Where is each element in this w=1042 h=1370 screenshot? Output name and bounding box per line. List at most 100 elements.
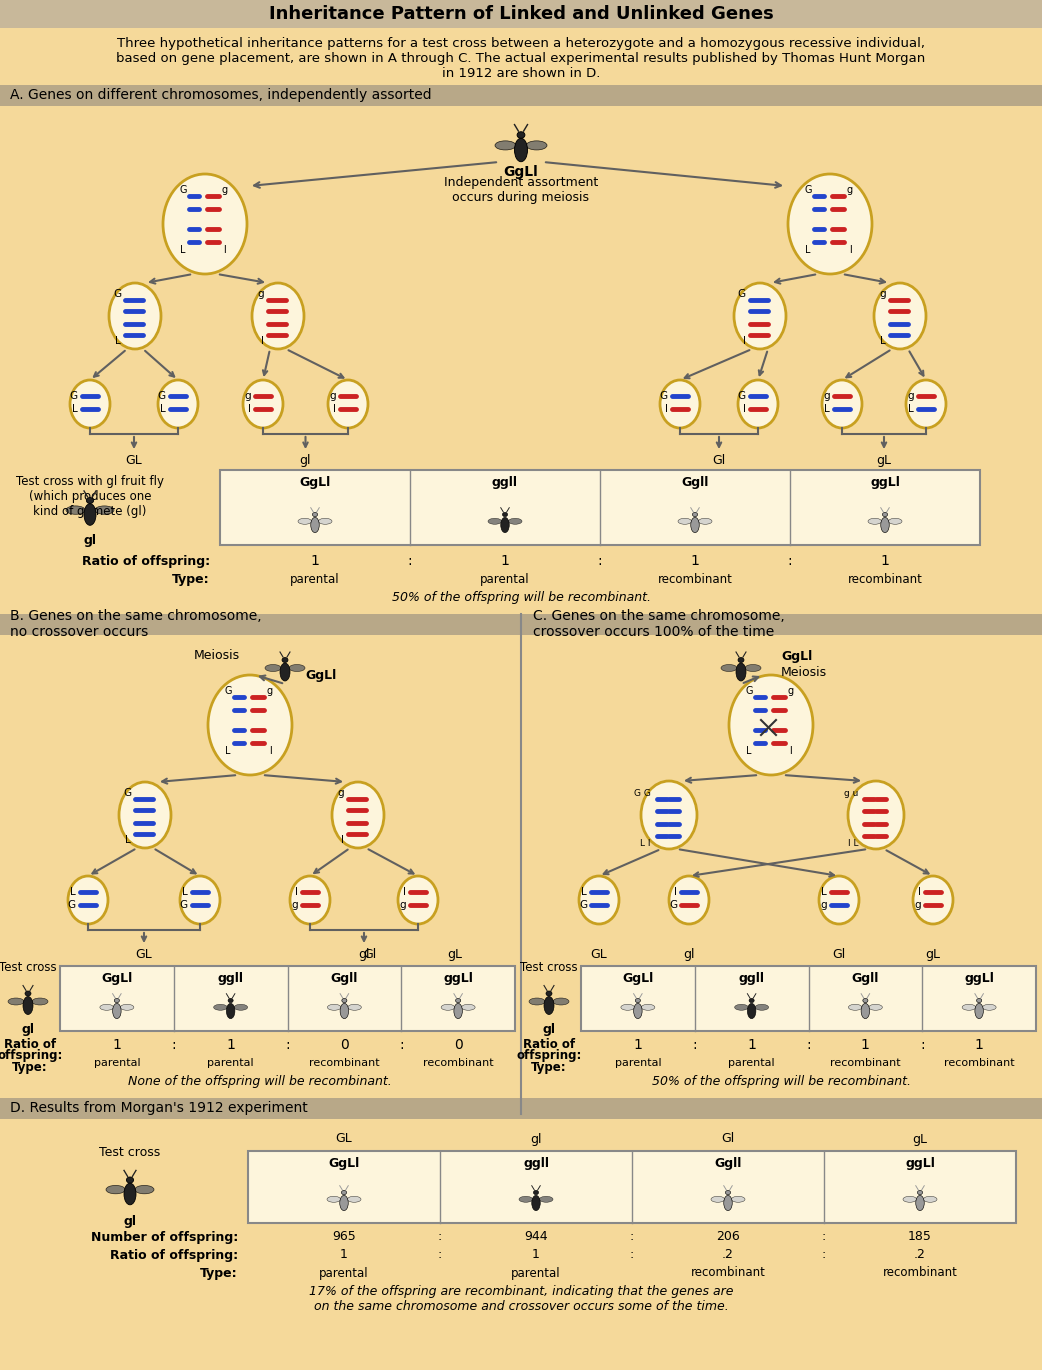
Text: 185: 185	[908, 1230, 932, 1244]
Text: :: :	[629, 1248, 635, 1262]
Text: g: g	[245, 390, 251, 401]
Text: Ggll: Ggll	[715, 1156, 742, 1170]
Text: 1: 1	[880, 553, 890, 569]
Text: 50% of the offspring will be recombinant.: 50% of the offspring will be recombinant…	[651, 1074, 911, 1088]
Text: 206: 206	[716, 1230, 740, 1244]
Text: Type:: Type:	[13, 1062, 48, 1074]
Ellipse shape	[113, 1003, 121, 1019]
Text: g: g	[879, 289, 886, 299]
Ellipse shape	[962, 1004, 975, 1010]
Ellipse shape	[234, 1004, 248, 1010]
Ellipse shape	[501, 518, 510, 533]
Ellipse shape	[163, 174, 247, 274]
Text: G: G	[579, 900, 587, 910]
Ellipse shape	[880, 518, 889, 533]
Text: GgLl: GgLl	[622, 971, 653, 985]
Text: GgLl: GgLl	[305, 669, 337, 681]
Text: :: :	[438, 1248, 442, 1262]
Ellipse shape	[983, 1004, 996, 1010]
Text: G: G	[158, 390, 166, 401]
Ellipse shape	[725, 1191, 730, 1195]
Ellipse shape	[905, 379, 946, 427]
Text: L: L	[116, 336, 121, 347]
Text: recombinant: recombinant	[658, 573, 733, 585]
Text: ggLl: ggLl	[443, 971, 473, 985]
Ellipse shape	[342, 1191, 347, 1195]
Text: Gl: Gl	[364, 948, 376, 960]
Text: L: L	[880, 336, 886, 347]
Text: D. Results from Morgan's 1912 experiment: D. Results from Morgan's 1912 experiment	[10, 1101, 307, 1115]
Ellipse shape	[252, 284, 304, 349]
Text: :: :	[920, 1038, 924, 1052]
Text: :: :	[822, 1248, 826, 1262]
Ellipse shape	[348, 1004, 362, 1010]
Text: l: l	[295, 886, 298, 897]
Text: gL: gL	[447, 948, 463, 960]
Ellipse shape	[134, 1185, 154, 1193]
Text: :: :	[438, 1230, 442, 1244]
Text: Ggll: Ggll	[681, 475, 709, 489]
Ellipse shape	[976, 999, 982, 1003]
Text: :: :	[407, 553, 413, 569]
Text: B. Genes on the same chromosome,
no crossover occurs: B. Genes on the same chromosome, no cros…	[10, 608, 262, 638]
Text: l: l	[248, 404, 251, 414]
Text: 1: 1	[226, 1038, 235, 1052]
Ellipse shape	[282, 658, 288, 663]
Ellipse shape	[289, 664, 305, 671]
Text: A. Genes on different chromosomes, independently assorted: A. Genes on different chromosomes, indep…	[10, 88, 431, 101]
Text: GgLl: GgLl	[101, 971, 132, 985]
Text: G: G	[180, 900, 188, 910]
Ellipse shape	[669, 875, 709, 923]
Bar	[0, 1097, 1042, 1119]
Text: parental: parental	[290, 573, 340, 585]
Text: Type:: Type:	[200, 1266, 238, 1280]
Text: gl: gl	[300, 453, 312, 467]
Text: Ratio of: Ratio of	[523, 1038, 575, 1052]
Ellipse shape	[508, 518, 522, 525]
Text: 0: 0	[453, 1038, 463, 1052]
Ellipse shape	[883, 512, 888, 516]
Text: g: g	[292, 900, 298, 910]
Text: g u: g u	[844, 789, 858, 797]
Ellipse shape	[636, 999, 641, 1003]
Ellipse shape	[347, 1196, 361, 1203]
Text: L l: L l	[641, 838, 651, 848]
Ellipse shape	[158, 379, 198, 427]
Text: GgLl: GgLl	[503, 164, 539, 179]
Ellipse shape	[25, 991, 31, 996]
Text: Test cross: Test cross	[0, 960, 57, 974]
Text: parental: parental	[319, 1266, 369, 1280]
Text: 1: 1	[311, 553, 320, 569]
Text: gl: gl	[358, 948, 370, 960]
Text: L: L	[125, 834, 131, 845]
Text: G: G	[669, 900, 677, 910]
Text: l: l	[918, 886, 921, 897]
Text: recombinant: recombinant	[309, 1058, 379, 1069]
Ellipse shape	[869, 1004, 883, 1010]
Ellipse shape	[621, 1004, 635, 1010]
Ellipse shape	[641, 1004, 654, 1010]
Ellipse shape	[86, 497, 94, 504]
Text: ggll: ggll	[218, 971, 244, 985]
Text: GgLl: GgLl	[782, 649, 813, 663]
Text: gl: gl	[543, 1022, 555, 1036]
Text: recombinant: recombinant	[423, 1058, 494, 1069]
Ellipse shape	[515, 138, 527, 162]
Ellipse shape	[526, 141, 547, 149]
Text: l: l	[260, 336, 264, 347]
Ellipse shape	[863, 999, 868, 1003]
Text: GL: GL	[336, 1133, 352, 1145]
Text: L: L	[746, 747, 751, 756]
Text: G: G	[68, 900, 76, 910]
Ellipse shape	[68, 875, 108, 923]
Text: gl: gl	[22, 1022, 34, 1036]
Text: GL: GL	[591, 948, 607, 960]
Ellipse shape	[738, 379, 778, 427]
Text: Test cross with gl fruit fly
(which produces one
kind of gamete (gl): Test cross with gl fruit fly (which prod…	[16, 475, 164, 518]
Ellipse shape	[342, 999, 347, 1003]
Ellipse shape	[519, 1196, 532, 1203]
Ellipse shape	[454, 1003, 463, 1019]
Text: parental: parental	[94, 1058, 141, 1069]
Text: L: L	[182, 886, 188, 897]
Ellipse shape	[874, 284, 926, 349]
